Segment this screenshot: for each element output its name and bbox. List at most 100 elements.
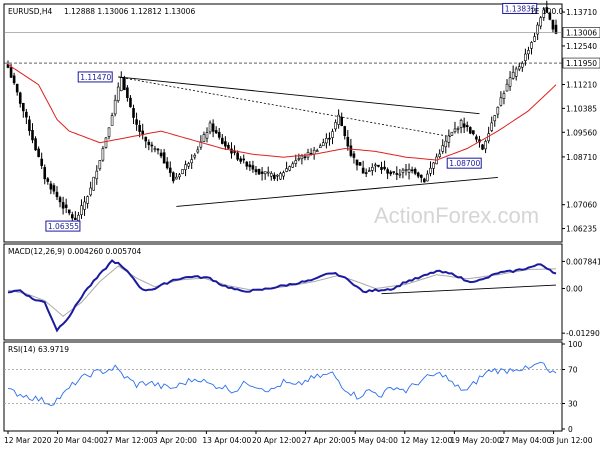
watermark: ActionForex.com [374, 203, 539, 228]
candle-body [530, 42, 533, 49]
candle-body [426, 173, 429, 182]
candle-body [459, 119, 463, 128]
candle-body [205, 132, 209, 139]
candle-body [211, 123, 215, 132]
candle-body [508, 77, 512, 87]
candle-body [465, 125, 469, 127]
candle-body [511, 71, 515, 79]
symbol-label: EURUSD,H4 [8, 7, 52, 16]
candle-body [432, 162, 435, 169]
candle-body [83, 201, 86, 210]
current-price-flag-text: 1.13006 [566, 28, 597, 37]
candle-body [453, 128, 457, 132]
time-tick-label: 3 Apr 20:00 [153, 436, 197, 445]
time-tick-label: 3 Jun 12:00 [550, 436, 593, 445]
time-tick-label: 20 Apr 12:00 [252, 436, 301, 445]
candle-body [217, 132, 221, 138]
candle-body [551, 19, 555, 30]
candle-body [184, 164, 187, 170]
upper-triangle-line [118, 76, 480, 115]
candle-body [545, 7, 549, 13]
candle-body [156, 148, 160, 151]
candle-body [181, 169, 184, 174]
candle-body [386, 169, 389, 174]
candle-body [337, 114, 340, 125]
max-label: 1E 100.0 [530, 7, 564, 16]
candle-body [438, 153, 441, 157]
candle-body [533, 36, 536, 42]
candle-body [190, 159, 193, 164]
candle-body [377, 164, 380, 167]
candle-body [331, 131, 334, 138]
candle-body [475, 136, 478, 140]
time-tick-label: 19 May 20:00 [450, 436, 502, 445]
candle-body [441, 145, 445, 152]
candle-body [282, 172, 285, 177]
candle-body [407, 168, 411, 173]
time-tick-label: 5 May 04:00 [351, 436, 398, 445]
rsi-plot [4, 361, 562, 406]
candle-body [153, 148, 157, 150]
candle-body [367, 170, 371, 172]
candle-body [101, 148, 105, 161]
level-flag-box [562, 57, 600, 69]
candle-body [77, 214, 80, 221]
candle-body [239, 158, 242, 162]
candle-body [28, 119, 31, 132]
candle-body [285, 168, 288, 172]
time-tick-label: 27 May 04:00 [500, 436, 552, 445]
candle-body [165, 161, 169, 169]
macd-tick-label: -0.012906 [566, 329, 600, 338]
candle-body [462, 123, 466, 128]
candle-body [251, 165, 255, 170]
candle-body [138, 125, 141, 132]
candle-body [349, 145, 353, 156]
candle-body [46, 178, 50, 182]
candle-body [25, 111, 28, 118]
rsi-tick-label: 70 [568, 366, 578, 375]
candle-body [61, 202, 65, 209]
candle-body [361, 167, 365, 174]
price-annotation-box [502, 2, 538, 14]
candle-body [34, 138, 37, 151]
candle-body [233, 151, 236, 153]
candle-body [110, 115, 114, 126]
candle-body [9, 67, 13, 78]
candle-body [98, 160, 102, 170]
candle-body [548, 12, 552, 20]
price-annotation-box [77, 71, 113, 83]
candle-body [230, 148, 233, 154]
candle-body [113, 99, 117, 115]
candle-body [401, 169, 405, 173]
candle-body [123, 77, 126, 91]
candle-body [70, 214, 74, 219]
candle-body [346, 136, 350, 147]
candle-body [242, 158, 246, 161]
macd-pane [3, 243, 563, 341]
candle-body [496, 106, 500, 115]
candle-body [89, 187, 92, 196]
candle-body [527, 50, 530, 55]
candle-body [254, 169, 258, 173]
candle-body [58, 197, 62, 203]
candle-body [129, 97, 132, 108]
ohlc-label: 1.12888 1.13006 1.12812 1.13006 [64, 7, 195, 16]
candle-body [524, 53, 527, 61]
candle-body [248, 164, 252, 168]
candle-body [224, 141, 227, 147]
candle-body [340, 116, 343, 126]
candle-body [444, 140, 448, 148]
rsi-tick-label: 0 [568, 425, 573, 434]
macd-label: MACD(12,26,9) 0.004260 0.005704 [8, 247, 142, 256]
candle-body [413, 168, 417, 174]
candle-body [355, 159, 359, 166]
candle-body [468, 127, 472, 134]
candle-body [315, 150, 319, 153]
candle-body [291, 163, 295, 168]
dotted-resistance-line [118, 76, 452, 138]
candle-body [343, 126, 347, 137]
candle-body [472, 130, 475, 135]
price-tick-label: 1.06235 [566, 225, 597, 234]
